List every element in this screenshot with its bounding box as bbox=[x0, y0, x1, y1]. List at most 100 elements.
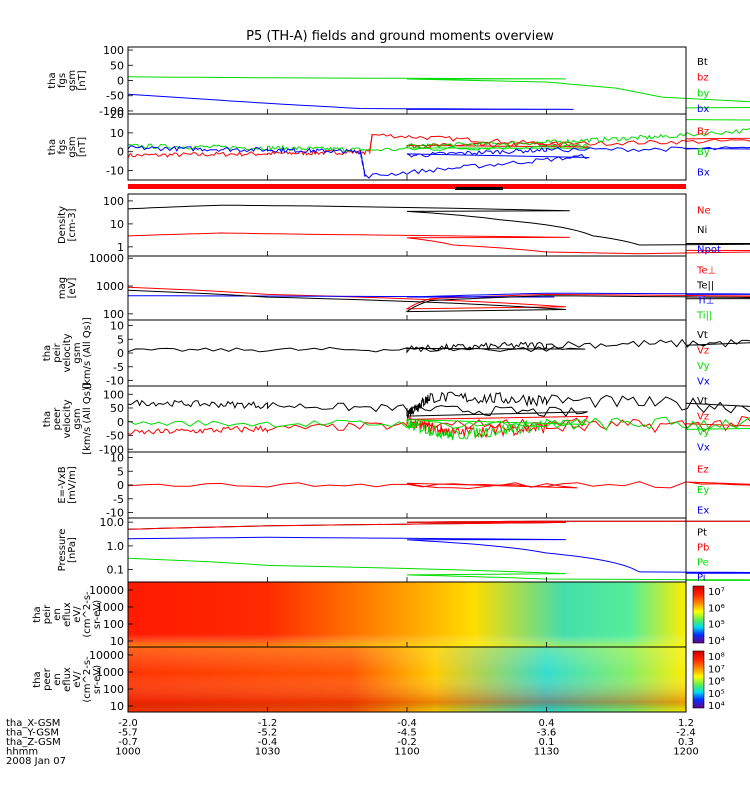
legend-entry: bx bbox=[697, 104, 709, 115]
legend-entry: Ti⊥ bbox=[696, 296, 714, 307]
panel-frame bbox=[127, 46, 687, 115]
y-tick-label: 1000 bbox=[96, 666, 124, 679]
mode-bar bbox=[128, 184, 686, 189]
footer-value: -5.2 bbox=[258, 728, 278, 739]
series-line-vy bbox=[127, 416, 750, 441]
series-line-bx bbox=[127, 145, 750, 179]
y-tick-label: 100 bbox=[103, 195, 124, 208]
series-line-ne bbox=[127, 232, 750, 255]
legend-entry: Npot bbox=[697, 244, 721, 255]
footer-row-label: tha_X-GSM bbox=[6, 718, 60, 729]
y-tick-label: -100 bbox=[99, 105, 124, 118]
y-tick-label: -10 bbox=[106, 507, 124, 520]
footer-value: 1200 bbox=[673, 747, 698, 758]
y-axis-label: thapeirvelocitygsm[km/s (All Qs)] bbox=[42, 317, 93, 389]
legend-entry: Vz bbox=[697, 411, 709, 422]
y-axis-label: thafgsgsm[nT] bbox=[47, 136, 88, 157]
footer-value: -2.0 bbox=[118, 718, 138, 729]
y-tick-label: -10 bbox=[106, 165, 124, 178]
y-axis-label: mag[eV] bbox=[57, 277, 78, 299]
y-tick-label: 50 bbox=[110, 59, 124, 72]
footer-value: -3.6 bbox=[537, 728, 557, 739]
legend-entry: Pb bbox=[697, 543, 709, 554]
colorbar-tick-label: 10⁸ bbox=[708, 652, 725, 663]
y-tick-label: 100 bbox=[103, 388, 124, 401]
colorbar bbox=[692, 585, 705, 644]
y-tick-label: -50 bbox=[106, 90, 124, 103]
y-axis-label: thapeervelocitygsm[km/s (All Qs)] bbox=[42, 383, 93, 455]
footer-row-label: hhmm bbox=[6, 747, 38, 758]
footer-row-label: tha_Y-GSM bbox=[6, 728, 59, 739]
legend-entry: Ey bbox=[697, 485, 709, 496]
y-tick-label: 1000 bbox=[96, 601, 124, 614]
y-tick-label: 0 bbox=[117, 479, 124, 492]
footer-value: 0.1 bbox=[539, 737, 555, 748]
series-line-bx bbox=[127, 93, 574, 110]
footer-value: 1000 bbox=[115, 747, 140, 758]
panel-stack: 100500-50-100Btbzbybxthafgsgsm[nT]20100-… bbox=[32, 44, 750, 713]
footer-value: 1130 bbox=[534, 747, 559, 758]
y-tick-label: 10 bbox=[110, 452, 124, 465]
legend-entry: Ne bbox=[697, 206, 711, 217]
y-axis-label: Density[cm-3] bbox=[57, 206, 78, 244]
legend-entry: Bz bbox=[697, 126, 709, 137]
y-tick-label: -100 bbox=[99, 443, 124, 456]
y-axis-label: thafgsgsm[nT] bbox=[47, 70, 88, 91]
legend-entry: Vt bbox=[697, 330, 708, 341]
colorbar-tick-label: 10⁶ bbox=[708, 677, 725, 688]
series-line-te bbox=[127, 289, 750, 313]
y-tick-label: 5 bbox=[117, 465, 124, 478]
y-tick-label: 0 bbox=[117, 146, 124, 159]
legend-entry: Bt bbox=[697, 57, 708, 68]
y-tick-label: 100 bbox=[103, 618, 124, 631]
y-tick-label: 0 bbox=[117, 75, 124, 88]
colorbar-tick-label: 10⁴ bbox=[708, 701, 725, 712]
series-line-pi bbox=[127, 536, 750, 574]
series-line-by bbox=[127, 119, 750, 153]
legend-entry: Ez bbox=[697, 464, 709, 475]
y-tick-label: 100 bbox=[103, 44, 124, 57]
series-line-ti bbox=[127, 292, 750, 298]
y-tick-label: 100 bbox=[103, 683, 124, 696]
series-line-vt bbox=[127, 391, 750, 420]
mode-bar-marker bbox=[455, 187, 503, 190]
x-axis-footer: tha_X-GSM -2.0 -1.2 -0.4 0.4 1.2 tha_Y-GSM -5.7… bbox=[6, 718, 699, 767]
legend-entry: Vx bbox=[697, 442, 710, 453]
y-tick-label: 10000 bbox=[89, 649, 124, 662]
colorbar-tick-label: 10⁷ bbox=[708, 664, 725, 675]
legend-entry: bz bbox=[697, 73, 709, 84]
footer-value: 1030 bbox=[255, 747, 280, 758]
colorbar-tick-label: 10⁵ bbox=[708, 689, 725, 700]
y-tick-label: 20 bbox=[110, 108, 124, 121]
footer-row-label: tha_Z-GSM bbox=[6, 737, 61, 748]
legend-entry: Pe bbox=[697, 558, 709, 569]
y-tick-label: 5 bbox=[117, 333, 124, 346]
legend-entry: Pt bbox=[697, 528, 707, 539]
colorbar-tick-label: 10⁴ bbox=[708, 636, 725, 647]
legend-entry: Vt bbox=[697, 396, 708, 407]
legend-entry: Bx bbox=[697, 168, 710, 179]
y-tick-label: 10 bbox=[110, 700, 124, 713]
legend-entry: Te⊥ bbox=[696, 266, 716, 277]
legend-entry: Pi bbox=[697, 573, 706, 584]
colorbar-tick-label: 10⁷ bbox=[708, 587, 725, 598]
panel-2: 20 10 0 -10 Bz By Bx thafgsgsm[nT] bbox=[47, 108, 750, 181]
y-tick-label: 10000 bbox=[89, 584, 124, 597]
y-tick-label: 0 bbox=[117, 347, 124, 360]
y-tick-label: 1000 bbox=[96, 280, 124, 293]
y-tick-label: 0.1 bbox=[107, 564, 125, 577]
y-tick-label: 50 bbox=[110, 402, 124, 415]
legend-entry: Vy bbox=[697, 361, 710, 372]
footer-value: 0.3 bbox=[678, 737, 694, 748]
legend-entry: by bbox=[697, 88, 709, 99]
footer-value: -0.7 bbox=[118, 737, 138, 748]
legend-entry: Ti|| bbox=[696, 311, 712, 322]
y-tick-label: 1 bbox=[117, 241, 124, 254]
footer-value: 1100 bbox=[394, 747, 419, 758]
footer-value: 1.2 bbox=[678, 718, 694, 729]
footer-value: -0.2 bbox=[397, 737, 417, 748]
